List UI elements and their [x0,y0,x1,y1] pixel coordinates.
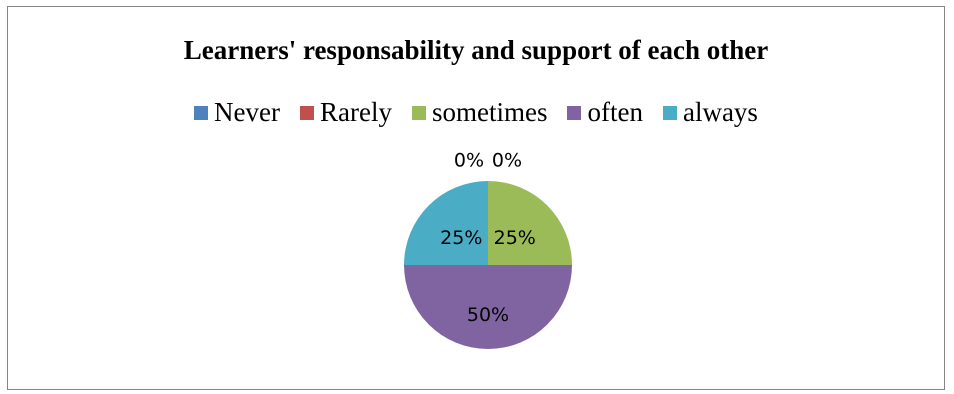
data-label-rarely: 0% [492,150,522,172]
legend-label-often: often [587,97,643,127]
legend-item-never: Never [194,97,280,128]
legend-swatch-sometimes [411,105,426,120]
pie-slice-always [404,181,488,265]
legend-item-rarely: Rarely [300,97,392,128]
legend: Never Rarely sometimes often always [8,97,944,128]
data-label-never: 0% [454,150,484,172]
legend-swatch-always [662,105,677,120]
data-label-often: 50% [467,304,509,326]
chart-title: Learners' responsability and support of … [183,35,769,65]
pie-slice-sometimes [488,181,572,265]
legend-item-sometimes: sometimes [411,97,548,128]
legend-swatch-rarely [300,105,314,120]
legend-item-always: always [662,97,758,128]
legend-label-never: Never [214,97,280,127]
pie-slice-often [404,265,572,349]
legend-label-sometimes: sometimes [431,97,548,127]
legend-label-always: always [682,97,758,127]
legend-item-often: often [567,97,643,128]
data-label-sometimes: 25% [494,227,536,249]
legend-label-rarely: Rarely [320,97,392,127]
data-label-always: 25% [440,227,482,249]
legend-swatch-never [194,105,209,120]
legend-swatch-often [567,105,582,120]
